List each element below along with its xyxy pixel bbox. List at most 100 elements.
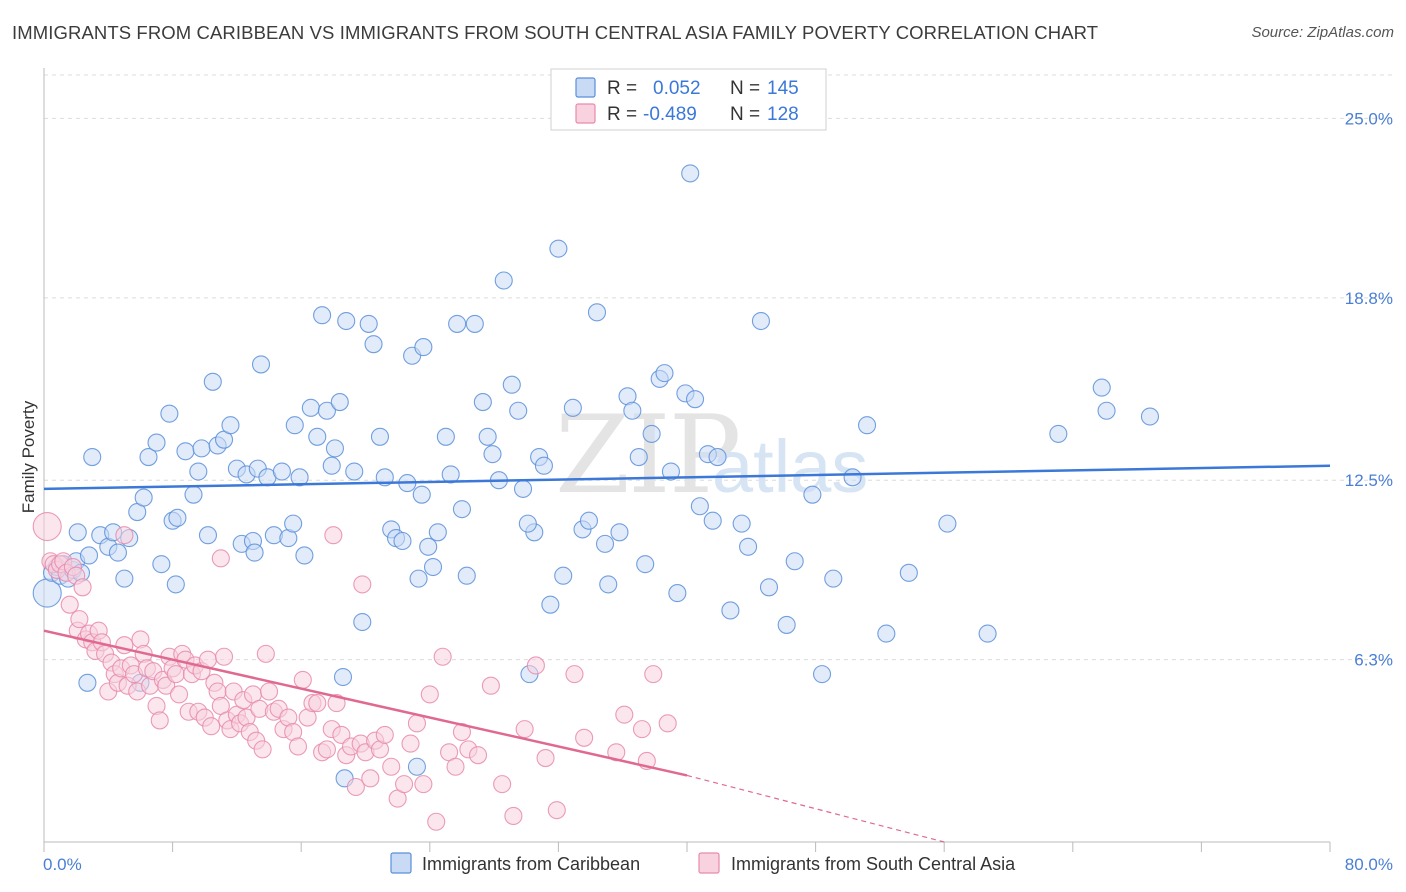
caribbean-point <box>115 569 134 588</box>
south-central-asia-point <box>332 725 351 744</box>
caribbean-point <box>690 497 709 516</box>
caribbean-point <box>147 433 166 452</box>
caribbean-point <box>68 523 87 542</box>
south-central-asia-point <box>202 717 221 736</box>
caribbean-point <box>623 401 642 420</box>
series-caribbean-points <box>32 164 1160 788</box>
caribbean-point <box>610 523 629 542</box>
south-central-asia-point <box>166 665 185 684</box>
caribbean-point <box>1092 378 1111 397</box>
south-central-asia-point <box>526 656 545 675</box>
caribbean-point <box>364 335 383 354</box>
caribbean-point <box>189 462 208 481</box>
caribbean-point <box>549 239 568 258</box>
legend-label-south-central-asia[interactable]: Immigrants from South Central Asia <box>731 854 1016 874</box>
y-tick-label: 25.0% <box>1345 109 1393 128</box>
caribbean-point <box>359 314 378 333</box>
caribbean-point <box>739 537 758 556</box>
caribbean-point <box>812 665 832 684</box>
south-central-asia-point <box>60 595 79 614</box>
caribbean-point <box>370 427 390 446</box>
caribbean-point <box>308 427 327 446</box>
south-central-asia-point <box>615 705 634 724</box>
south-central-asia-point <box>214 647 234 666</box>
caribbean-point <box>414 338 433 357</box>
caribbean-point <box>192 439 211 458</box>
caribbean-point <box>301 398 320 417</box>
legend-swatch-south-central-asia[interactable] <box>698 852 720 874</box>
stats-swatch-pink <box>575 103 596 124</box>
caribbean-point <box>502 375 521 394</box>
south-central-asia-point <box>407 714 426 733</box>
south-central-asia-point <box>481 676 500 695</box>
south-central-asia-point <box>401 734 420 753</box>
caribbean-point <box>534 456 553 475</box>
legend-swatch-caribbean[interactable] <box>390 852 412 874</box>
caribbean-point <box>441 465 460 484</box>
caribbean-point <box>668 584 687 603</box>
south-central-asia-point <box>565 665 584 684</box>
caribbean-point <box>409 569 428 588</box>
caribbean-point <box>513 479 533 498</box>
caribbean-point <box>221 416 240 435</box>
chart-title: IMMIGRANTS FROM CARIBBEAN VS IMMIGRANTS … <box>12 22 1099 43</box>
south-central-asia-point <box>256 644 275 663</box>
caribbean-point <box>407 757 426 776</box>
caribbean-point <box>599 575 618 594</box>
stats-box: R = 0.052 N = 145 R = -0.489 N = 128 <box>550 68 827 131</box>
caribbean-point <box>337 311 356 331</box>
caribbean-point <box>251 355 271 374</box>
south-central-asia-point <box>433 647 452 666</box>
south-central-asia-point <box>293 670 312 689</box>
caribbean-point <box>325 439 345 458</box>
caribbean-point <box>629 448 648 467</box>
south-central-asia-point <box>288 737 308 756</box>
south-central-asia-point <box>73 578 92 597</box>
caribbean-point <box>681 164 700 183</box>
source-credit: Source: ZipAtlas.com <box>1251 24 1394 41</box>
caribbean-point <box>494 271 513 290</box>
x-tick-labels: 0.0% 80.0% <box>43 855 1393 874</box>
caribbean-point <box>412 485 431 504</box>
y-tick-label: 18.8% <box>1345 289 1393 308</box>
south-central-asia-point <box>382 757 401 776</box>
caribbean-point <box>160 404 179 423</box>
caribbean-point <box>176 442 195 461</box>
south-central-asia-point <box>308 694 327 713</box>
south-central-asia-point <box>644 665 663 684</box>
caribbean-point <box>436 427 455 446</box>
caribbean-point <box>317 401 336 420</box>
caribbean-point <box>777 615 796 634</box>
south-central-asia-point <box>414 775 433 794</box>
caribbean-point <box>518 514 537 533</box>
caribbean-point <box>473 393 492 412</box>
caribbean-point <box>198 526 218 545</box>
south-central-asia-point <box>253 740 272 759</box>
caribbean-point <box>478 427 497 446</box>
south-central-asia-point <box>547 801 566 820</box>
caribbean-point <box>152 555 171 574</box>
caribbean-point <box>899 563 918 582</box>
south-central-asia-point <box>427 812 446 831</box>
south-central-asia-point <box>70 610 89 629</box>
south-central-asia-point <box>115 526 134 545</box>
legend-label-caribbean[interactable]: Immigrants from Caribbean <box>422 854 640 874</box>
stats-n-label-pink: N = <box>730 104 760 125</box>
watermark-atlas: atlas <box>712 425 868 508</box>
y-tick-label: 6.3% <box>1354 651 1393 670</box>
stats-r-label-blue: R = <box>607 78 637 99</box>
south-central-asia-point <box>346 777 365 797</box>
caribbean-point <box>245 543 264 562</box>
caribbean-point <box>587 303 607 322</box>
trend-line-caribbean <box>43 464 1331 491</box>
caribbean-point <box>428 523 447 542</box>
south-central-asia-point <box>395 775 414 794</box>
caribbean-point <box>330 393 349 412</box>
caribbean-point <box>166 575 185 594</box>
trend-line-south-central-asia <box>43 629 688 777</box>
south-central-asia-point <box>515 720 534 739</box>
caribbean-point <box>541 595 560 614</box>
caribbean-point <box>333 667 353 687</box>
caribbean-point <box>661 462 680 481</box>
